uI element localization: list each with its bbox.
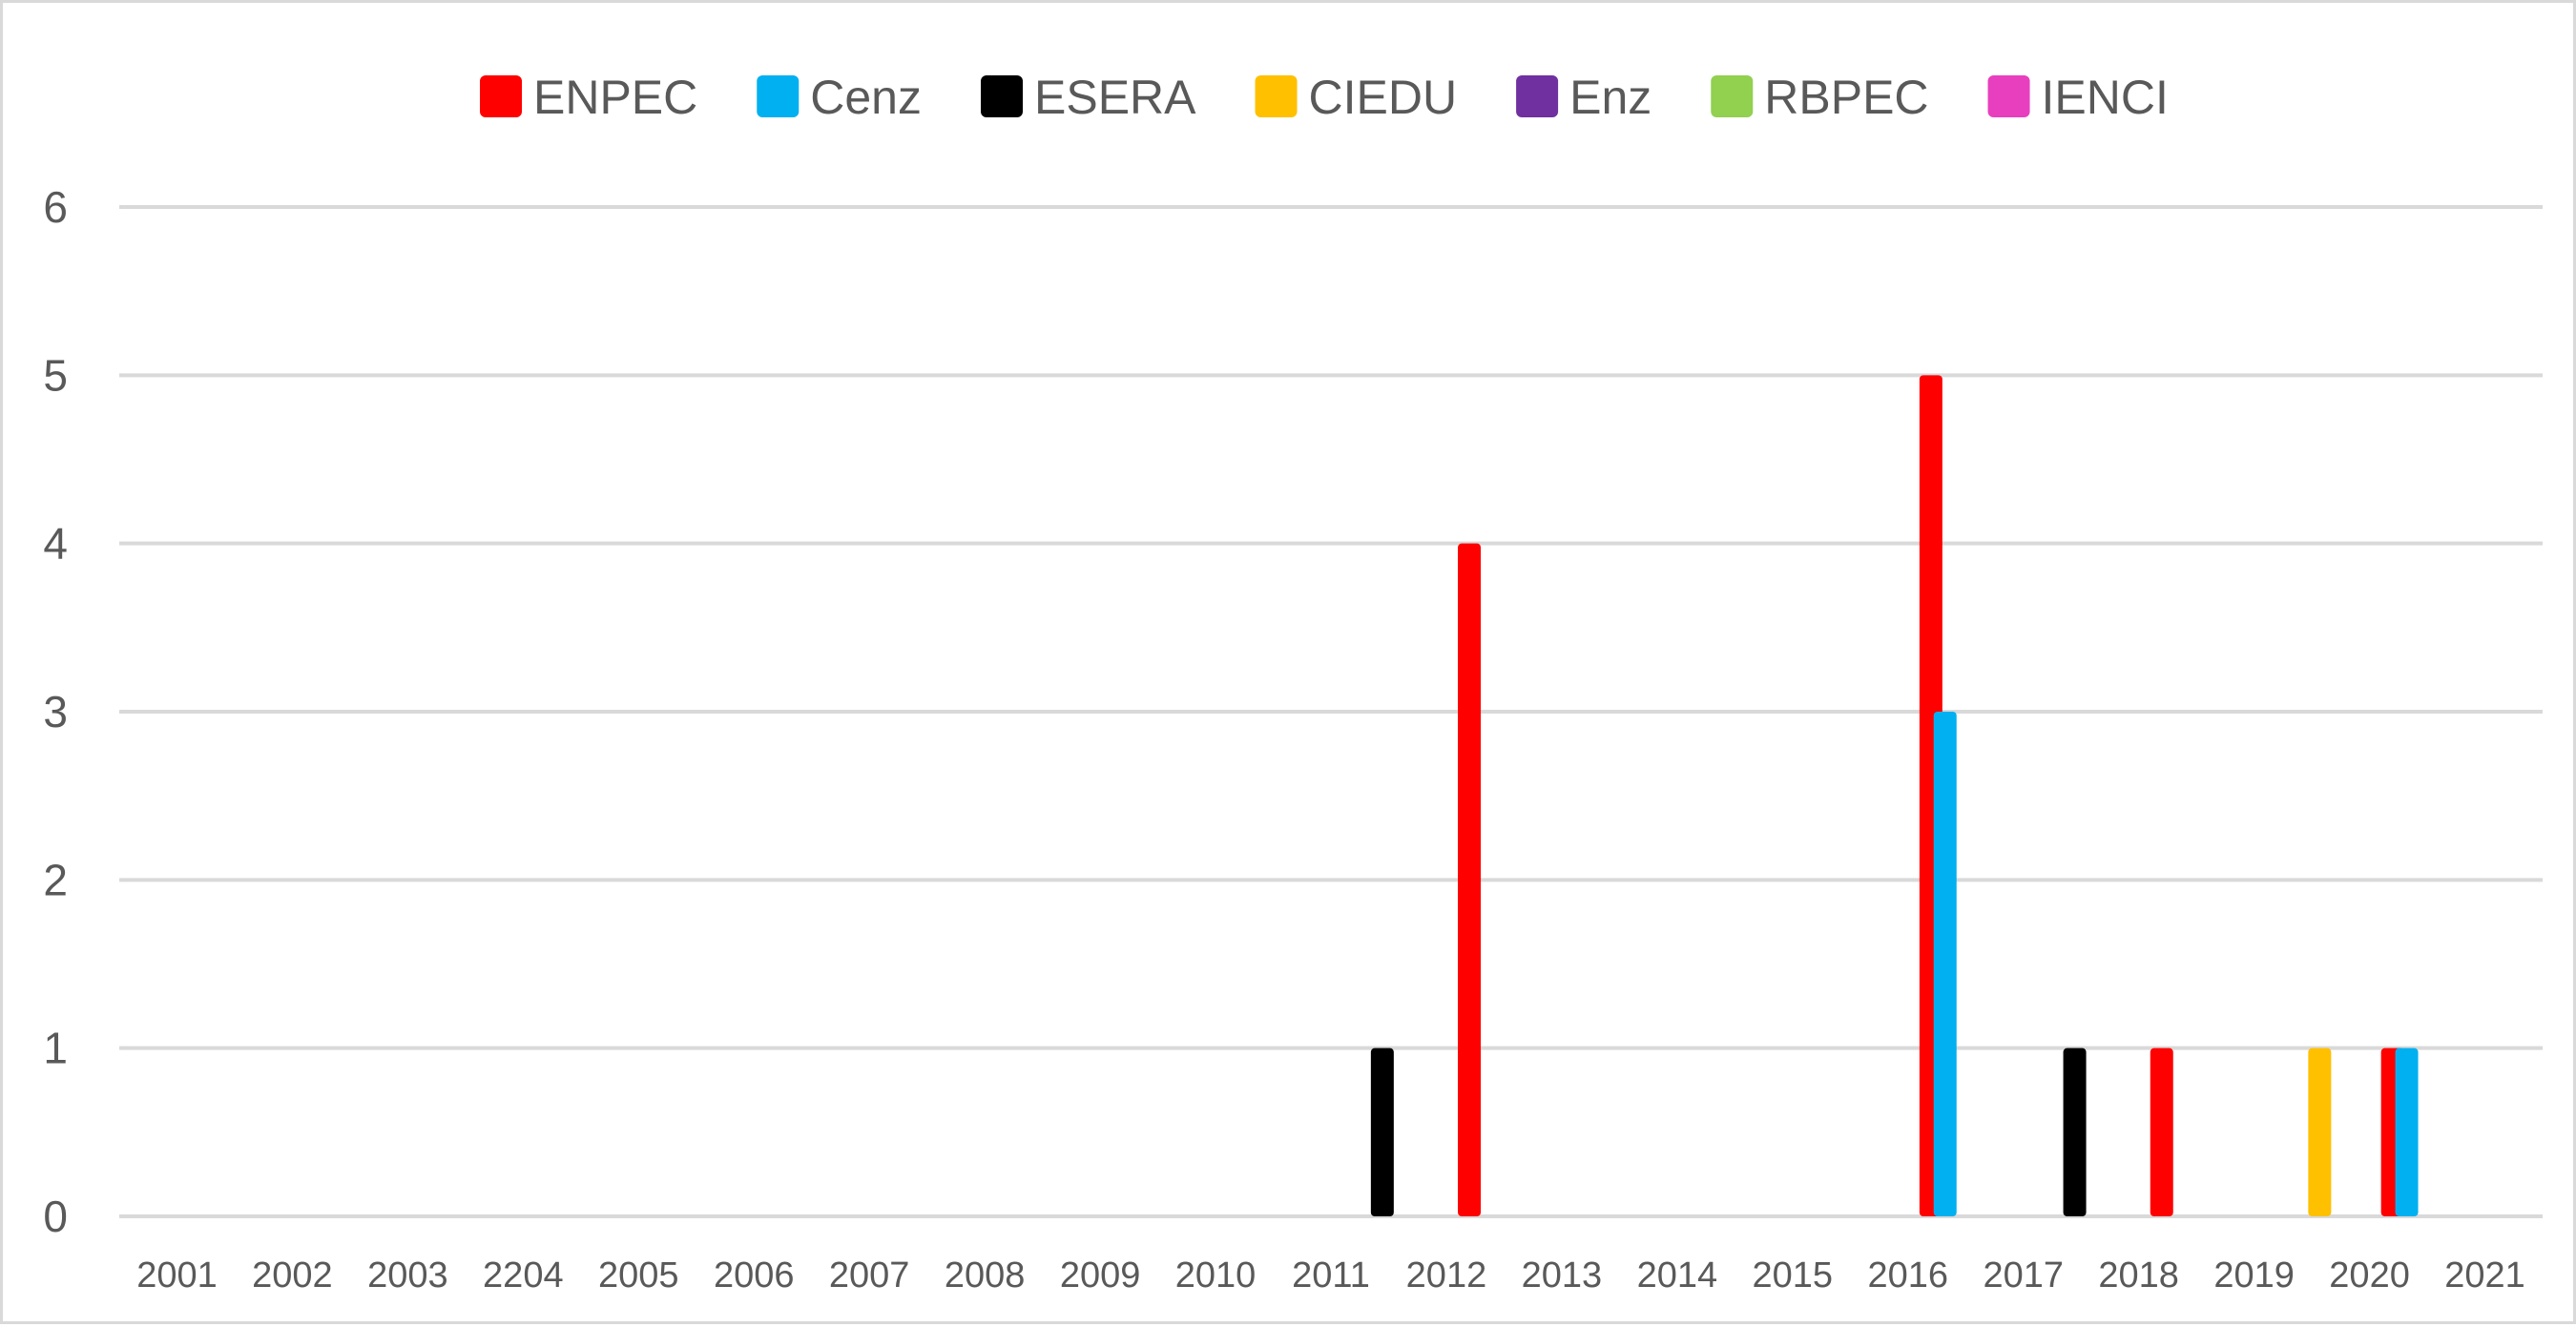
legend-swatch	[480, 75, 522, 117]
legend-swatch	[1255, 75, 1298, 117]
y-tick-label: 0	[43, 1192, 68, 1241]
x-tick-label: 2018	[2098, 1255, 2179, 1296]
legend-item-ciedu: CIEDU	[1255, 71, 1458, 124]
bar-enpec-2012	[1458, 543, 1482, 1216]
legend-label: Cenz	[810, 71, 922, 124]
x-tick-label: 2007	[829, 1255, 910, 1296]
legend-swatch	[1516, 75, 1559, 117]
y-tick-label: 4	[43, 519, 68, 569]
x-tick-label: 2019	[2213, 1255, 2295, 1296]
legend-swatch	[757, 75, 800, 117]
legend-label: Enz	[1569, 71, 1652, 124]
legend-swatch	[1987, 75, 2030, 117]
legend-item-enpec: ENPEC	[480, 71, 697, 124]
legend-swatch	[1711, 75, 1754, 117]
bar-esera-2017	[2063, 1047, 2087, 1216]
x-tick-label: 2015	[1753, 1255, 1834, 1296]
bar-chart: 0 1 2 3 4 5 6 2001 2002 2003 2204 2005 2006 2007 2008…	[43, 71, 2543, 1296]
x-tick-label: 2010	[1175, 1255, 1257, 1296]
y-tick-label: 2	[43, 855, 68, 904]
x-tick-label: 2014	[1637, 1255, 1718, 1296]
x-tick-label: 2012	[1406, 1255, 1487, 1296]
legend-label: IENCI	[2042, 71, 2169, 124]
bars	[1370, 375, 2419, 1216]
x-tick-label: 2002	[252, 1255, 333, 1296]
y-tick-label: 1	[43, 1024, 68, 1073]
x-tick-label: 2011	[1292, 1255, 1370, 1296]
legend-item-cenz: Cenz	[757, 71, 922, 124]
legend-item-ienci: IENCI	[1987, 71, 2169, 124]
legend: ENPEC Cenz ESERA CIEDU Enz RBPEC IENCI	[480, 71, 2169, 124]
legend-label: RBPEC	[1764, 71, 1928, 124]
x-tick-label: 2021	[2444, 1255, 2525, 1296]
y-tick-label: 3	[43, 687, 68, 736]
x-tick-label: 2001	[136, 1255, 218, 1296]
x-tick-label: 2009	[1060, 1255, 1141, 1296]
bar-cenz-2016	[1933, 712, 1957, 1216]
x-tick-label: 2003	[367, 1255, 448, 1296]
legend-label: ENPEC	[533, 71, 697, 124]
x-tick-label: 2204	[483, 1255, 564, 1296]
bar-enpec-2018	[2150, 1047, 2173, 1216]
y-tick-label: 5	[43, 350, 68, 400]
bar-ciedu-2019	[2308, 1047, 2332, 1216]
legend-label: ESERA	[1034, 71, 1196, 124]
y-tick-label: 6	[43, 182, 68, 232]
legend-item-rbpec: RBPEC	[1711, 71, 1929, 124]
x-tick-label: 2017	[1983, 1255, 2064, 1296]
bar-esera-2011	[1370, 1047, 1394, 1216]
x-axis-ticks: 2001 2002 2003 2204 2005 2006 2007 2008 2009 2010…	[136, 1255, 2525, 1296]
legend-label: CIEDU	[1309, 71, 1458, 124]
x-tick-label: 2005	[598, 1255, 679, 1296]
x-tick-label: 2016	[1867, 1255, 1948, 1296]
bar-cenz-2020	[2395, 1047, 2419, 1216]
x-tick-label: 2008	[945, 1255, 1026, 1296]
x-tick-label: 2006	[714, 1255, 795, 1296]
x-tick-label: 2013	[1522, 1255, 1603, 1296]
x-tick-label: 2020	[2329, 1255, 2410, 1296]
legend-swatch	[981, 75, 1023, 117]
legend-item-enz: Enz	[1516, 71, 1652, 124]
legend-item-esera: ESERA	[981, 71, 1196, 124]
gridlines	[119, 205, 2543, 1218]
y-axis-ticks: 0 1 2 3 4 5 6	[43, 182, 68, 1241]
